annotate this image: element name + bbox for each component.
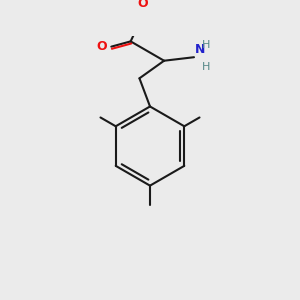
Text: N: N xyxy=(195,43,205,56)
Text: H: H xyxy=(202,40,210,50)
Text: O: O xyxy=(138,0,148,10)
Text: H: H xyxy=(202,61,210,72)
Text: O: O xyxy=(96,40,107,53)
